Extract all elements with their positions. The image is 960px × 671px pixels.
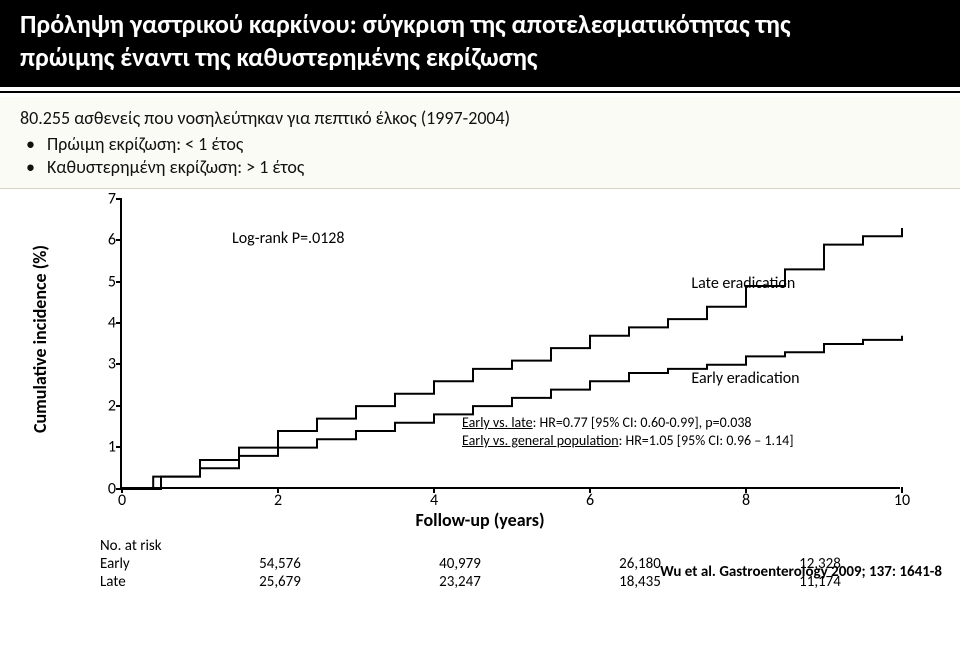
y-tick-mark xyxy=(116,239,122,241)
y-tick-mark xyxy=(116,322,122,324)
title-line-2: πρώιμης έναντι της καθυστερημένης εκρίζω… xyxy=(20,41,538,73)
bullet-late: Καθυστερημένη εκρίζωση: > 1 έτος xyxy=(26,156,940,179)
y-tick-label: 2 xyxy=(88,396,116,415)
header-divider xyxy=(0,91,960,93)
y-tick-mark xyxy=(116,446,122,448)
stats-overlay: Early vs. late: HR=0.77 [95% CI: 0.60-0.… xyxy=(462,414,794,450)
x-tick-mark xyxy=(433,487,435,493)
x-tick-label: 10 xyxy=(894,491,910,510)
slide-header: Πρόληψη γαστρικού καρκίνου: σύγκριση της… xyxy=(0,0,960,87)
intro-bullets: Πρώιμη εκρίζωση: < 1 έτος Καθυστερημένη … xyxy=(20,133,940,180)
x-tick-label: 8 xyxy=(742,491,750,510)
y-tick-label: 6 xyxy=(88,231,116,250)
risk-cell: 23,247 xyxy=(370,573,550,591)
logrank-label: Log-rank P=.0128 xyxy=(232,229,345,248)
intro-section: 80.255 ασθενείς που νοσηλεύτηκαν για πεπ… xyxy=(0,97,960,189)
risk-cell: 25,679 xyxy=(190,573,370,591)
series-label: Late eradication xyxy=(691,274,795,293)
x-tick-mark xyxy=(121,487,123,493)
y-axis-label: Cumulative incidence (%) xyxy=(29,245,51,433)
x-tick-mark xyxy=(589,487,591,493)
y-tick-label: 7 xyxy=(88,189,116,208)
title-line-1: Πρόληψη γαστρικού καρκίνου: σύγκριση της… xyxy=(20,8,791,40)
y-tick-label: 0 xyxy=(88,479,116,498)
x-tick-label: 4 xyxy=(430,491,438,510)
risk-cell: 40,979 xyxy=(370,555,550,573)
stats-line-2-rest: : HR=1.05 [95% CI: 0.96 – 1.14] xyxy=(619,432,794,449)
y-tick-label: 4 xyxy=(88,314,116,333)
chart-container: Cumulative incidence (%) Log-rank P=.012… xyxy=(0,189,960,589)
stats-line-1: Early vs. late: HR=0.77 [95% CI: 0.60-0.… xyxy=(462,414,794,432)
y-tick-mark xyxy=(116,281,122,283)
y-tick-label: 1 xyxy=(88,438,116,457)
risk-cell: 54,576 xyxy=(190,555,370,573)
risk-row-label: Late xyxy=(100,573,190,591)
stats-line-1-rest: : HR=0.77 [95% CI: 0.60-0.99], p=0.038 xyxy=(533,414,752,431)
series-line xyxy=(122,335,902,488)
intro-text: 80.255 ασθενείς που νοσηλεύτηκαν για πεπ… xyxy=(20,107,940,129)
y-tick-label: 3 xyxy=(88,355,116,374)
x-tick-mark xyxy=(901,487,903,493)
series-label: Early eradication xyxy=(691,369,799,388)
x-tick-mark xyxy=(745,487,747,493)
x-tick-mark xyxy=(277,487,279,493)
y-tick-label: 5 xyxy=(88,272,116,291)
x-axis-label: Follow-up (years) xyxy=(415,509,544,531)
citation: Wu et al. Gastroenterology 2009; 137: 16… xyxy=(660,563,942,581)
x-tick-label: 0 xyxy=(118,491,126,510)
x-tick-label: 6 xyxy=(586,491,594,510)
bullet-early: Πρώιμη εκρίζωση: < 1 έτος xyxy=(26,133,940,156)
stats-line-2-prefix: Early vs. general population xyxy=(462,432,619,449)
y-tick-mark xyxy=(116,363,122,365)
risk-table-header: No. at risk xyxy=(100,537,910,555)
x-tick-label: 2 xyxy=(274,491,282,510)
y-tick-mark xyxy=(116,198,122,200)
stats-line-2: Early vs. general population: HR=1.05 [9… xyxy=(462,432,794,450)
slide-title: Πρόληψη γαστρικού καρκίνου: σύγκριση της… xyxy=(20,8,940,73)
y-tick-mark xyxy=(116,405,122,407)
risk-row-label: Early xyxy=(100,555,190,573)
chart-plot-area: Log-rank P=.0128 Early vs. late: HR=0.77… xyxy=(120,199,900,489)
stats-line-1-prefix: Early vs. late xyxy=(462,414,533,431)
